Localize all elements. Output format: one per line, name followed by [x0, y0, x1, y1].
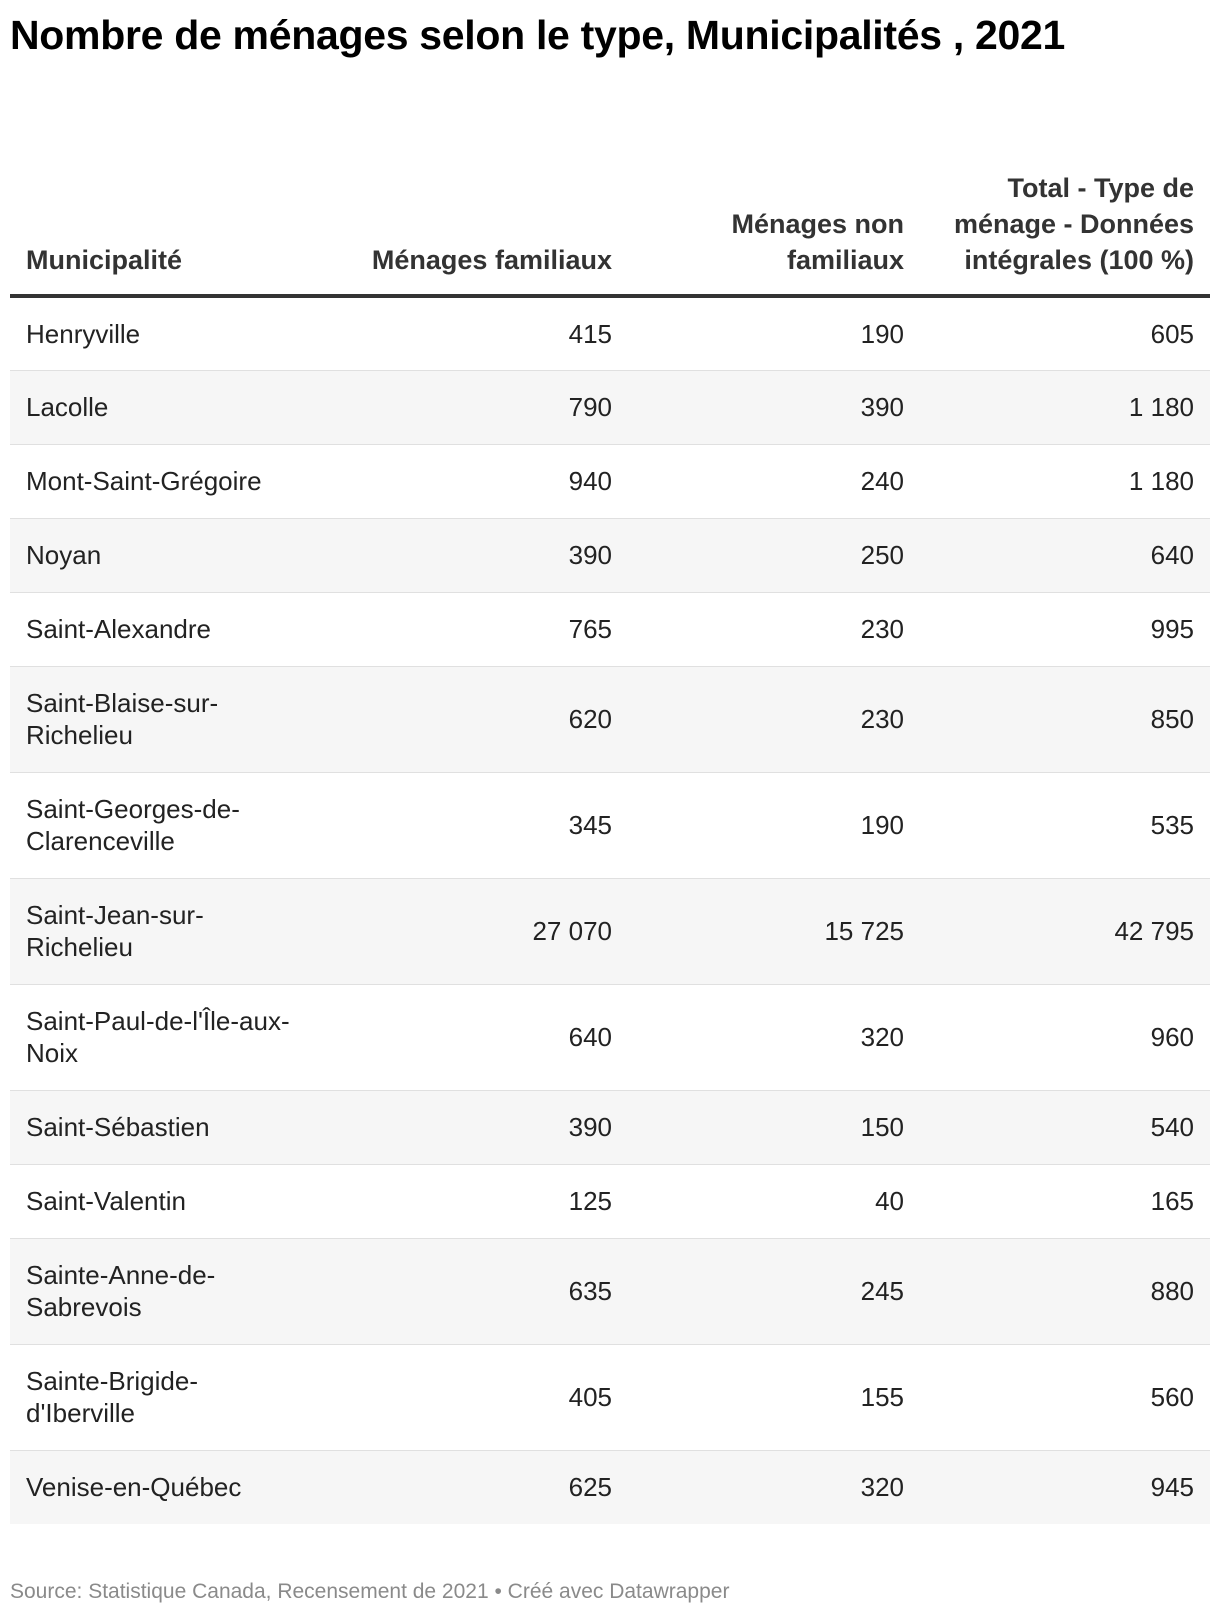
column-header-menages-non-familiaux[interactable]: Ménages non familiaux — [628, 108, 920, 298]
menages-non-familiaux-cell: 190 — [628, 772, 920, 879]
menages-non-familiaux-cell: 245 — [628, 1238, 920, 1345]
municipality-cell: Saint-Paul-de-l'Île-aux-Noix — [10, 984, 336, 1091]
municipality-cell: Sainte-Anne-de-Sabrevois — [10, 1238, 336, 1345]
total-cell: 945 — [920, 1450, 1210, 1524]
menages-familiaux-cell: 390 — [336, 518, 628, 593]
table-row: Venise-en-Québec 625 320 945 — [10, 1450, 1210, 1524]
column-header-municipalite[interactable]: Municipalité — [10, 108, 336, 298]
menages-familiaux-cell: 765 — [336, 592, 628, 667]
municipality-cell: Saint-Jean-sur-Richelieu — [10, 878, 336, 985]
menages-familiaux-cell: 940 — [336, 444, 628, 519]
municipality-cell: Henryville — [10, 296, 336, 371]
table-row: Sainte-Anne-de-Sabrevois 635 245 880 — [10, 1238, 1210, 1345]
total-cell: 1 180 — [920, 444, 1210, 519]
menages-familiaux-cell: 790 — [336, 370, 628, 445]
municipality-cell: Saint-Blaise-sur-Richelieu — [10, 666, 336, 773]
total-cell: 540 — [920, 1090, 1210, 1165]
total-cell: 605 — [920, 296, 1210, 371]
table-row: Mont-Saint-Grégoire 940 240 1 180 — [10, 444, 1210, 519]
menages-familiaux-cell: 415 — [336, 296, 628, 371]
column-header-menages-familiaux[interactable]: Ménages familiaux — [336, 108, 628, 298]
menages-familiaux-cell: 390 — [336, 1090, 628, 1165]
source-note: Source: Statistique Canada, Recensement … — [10, 1580, 730, 1603]
table-row: Lacolle 790 390 1 180 — [10, 370, 1210, 445]
table-row: Saint-Blaise-sur-Richelieu 620 230 850 — [10, 666, 1210, 773]
municipality-cell: Mont-Saint-Grégoire — [10, 444, 336, 519]
menages-non-familiaux-cell: 250 — [628, 518, 920, 593]
municipality-cell: Noyan — [10, 518, 336, 593]
menages-familiaux-cell: 405 — [336, 1344, 628, 1451]
municipality-cell: Sainte-Brigide-d'Iberville — [10, 1344, 336, 1451]
total-cell: 880 — [920, 1238, 1210, 1345]
chart-title: Nombre de ménages selon le type, Municip… — [10, 12, 1066, 58]
municipality-cell: Saint-Valentin — [10, 1164, 336, 1239]
menages-non-familiaux-cell: 390 — [628, 370, 920, 445]
table-row: Saint-Georges-de-Clarenceville 345 190 535 — [10, 772, 1210, 879]
table-row: Saint-Alexandre 765 230 995 — [10, 592, 1210, 667]
table-row: Saint-Paul-de-l'Île-aux-Noix 640 320 960 — [10, 984, 1210, 1091]
table-row: Saint-Sébastien 390 150 540 — [10, 1090, 1210, 1165]
municipality-cell: Lacolle — [10, 370, 336, 445]
total-cell: 995 — [920, 592, 1210, 667]
menages-non-familiaux-cell: 320 — [628, 1450, 920, 1524]
total-cell: 640 — [920, 518, 1210, 593]
table-header: Municipalité Ménages familiaux Ménages n… — [10, 108, 1210, 298]
table-body: Henryville 415 190 605 Lacolle 790 390 1 180 Mon… — [10, 296, 1210, 1524]
menages-non-familiaux-cell: 230 — [628, 666, 920, 773]
menages-non-familiaux-cell: 40 — [628, 1164, 920, 1239]
menages-non-familiaux-cell: 150 — [628, 1090, 920, 1165]
column-header-total[interactable]: Total - Type de ménage - Données intégra… — [920, 108, 1210, 298]
table-row: Saint-Jean-sur-Richelieu 27 070 15 725 42 7… — [10, 878, 1210, 985]
menages-familiaux-cell: 635 — [336, 1238, 628, 1345]
data-table: Municipalité Ménages familiaux Ménages n… — [10, 108, 1210, 1524]
menages-non-familiaux-cell: 320 — [628, 984, 920, 1091]
menages-non-familiaux-cell: 15 725 — [628, 878, 920, 985]
menages-non-familiaux-cell: 230 — [628, 592, 920, 667]
table-row: Saint-Valentin 125 40 165 — [10, 1164, 1210, 1239]
menages-familiaux-cell: 620 — [336, 666, 628, 773]
table-row: Henryville 415 190 605 — [10, 296, 1210, 371]
total-cell: 535 — [920, 772, 1210, 879]
menages-non-familiaux-cell: 240 — [628, 444, 920, 519]
total-cell: 960 — [920, 984, 1210, 1091]
municipality-cell: Saint-Alexandre — [10, 592, 336, 667]
table-row: Sainte-Brigide-d'Iberville 405 155 560 — [10, 1344, 1210, 1451]
total-cell: 42 795 — [920, 878, 1210, 985]
table-row: Noyan 390 250 640 — [10, 518, 1210, 593]
menages-familiaux-cell: 640 — [336, 984, 628, 1091]
total-cell: 1 180 — [920, 370, 1210, 445]
menages-familiaux-cell: 345 — [336, 772, 628, 879]
municipality-cell: Saint-Sébastien — [10, 1090, 336, 1165]
menages-familiaux-cell: 27 070 — [336, 878, 628, 985]
municipality-cell: Saint-Georges-de-Clarenceville — [10, 772, 336, 879]
header-row: Municipalité Ménages familiaux Ménages n… — [10, 108, 1210, 298]
total-cell: 850 — [920, 666, 1210, 773]
total-cell: 165 — [920, 1164, 1210, 1239]
menages-familiaux-cell: 625 — [336, 1450, 628, 1524]
menages-non-familiaux-cell: 190 — [628, 296, 920, 371]
menages-familiaux-cell: 125 — [336, 1164, 628, 1239]
total-cell: 560 — [920, 1344, 1210, 1451]
municipality-cell: Venise-en-Québec — [10, 1450, 336, 1524]
menages-non-familiaux-cell: 155 — [628, 1344, 920, 1451]
